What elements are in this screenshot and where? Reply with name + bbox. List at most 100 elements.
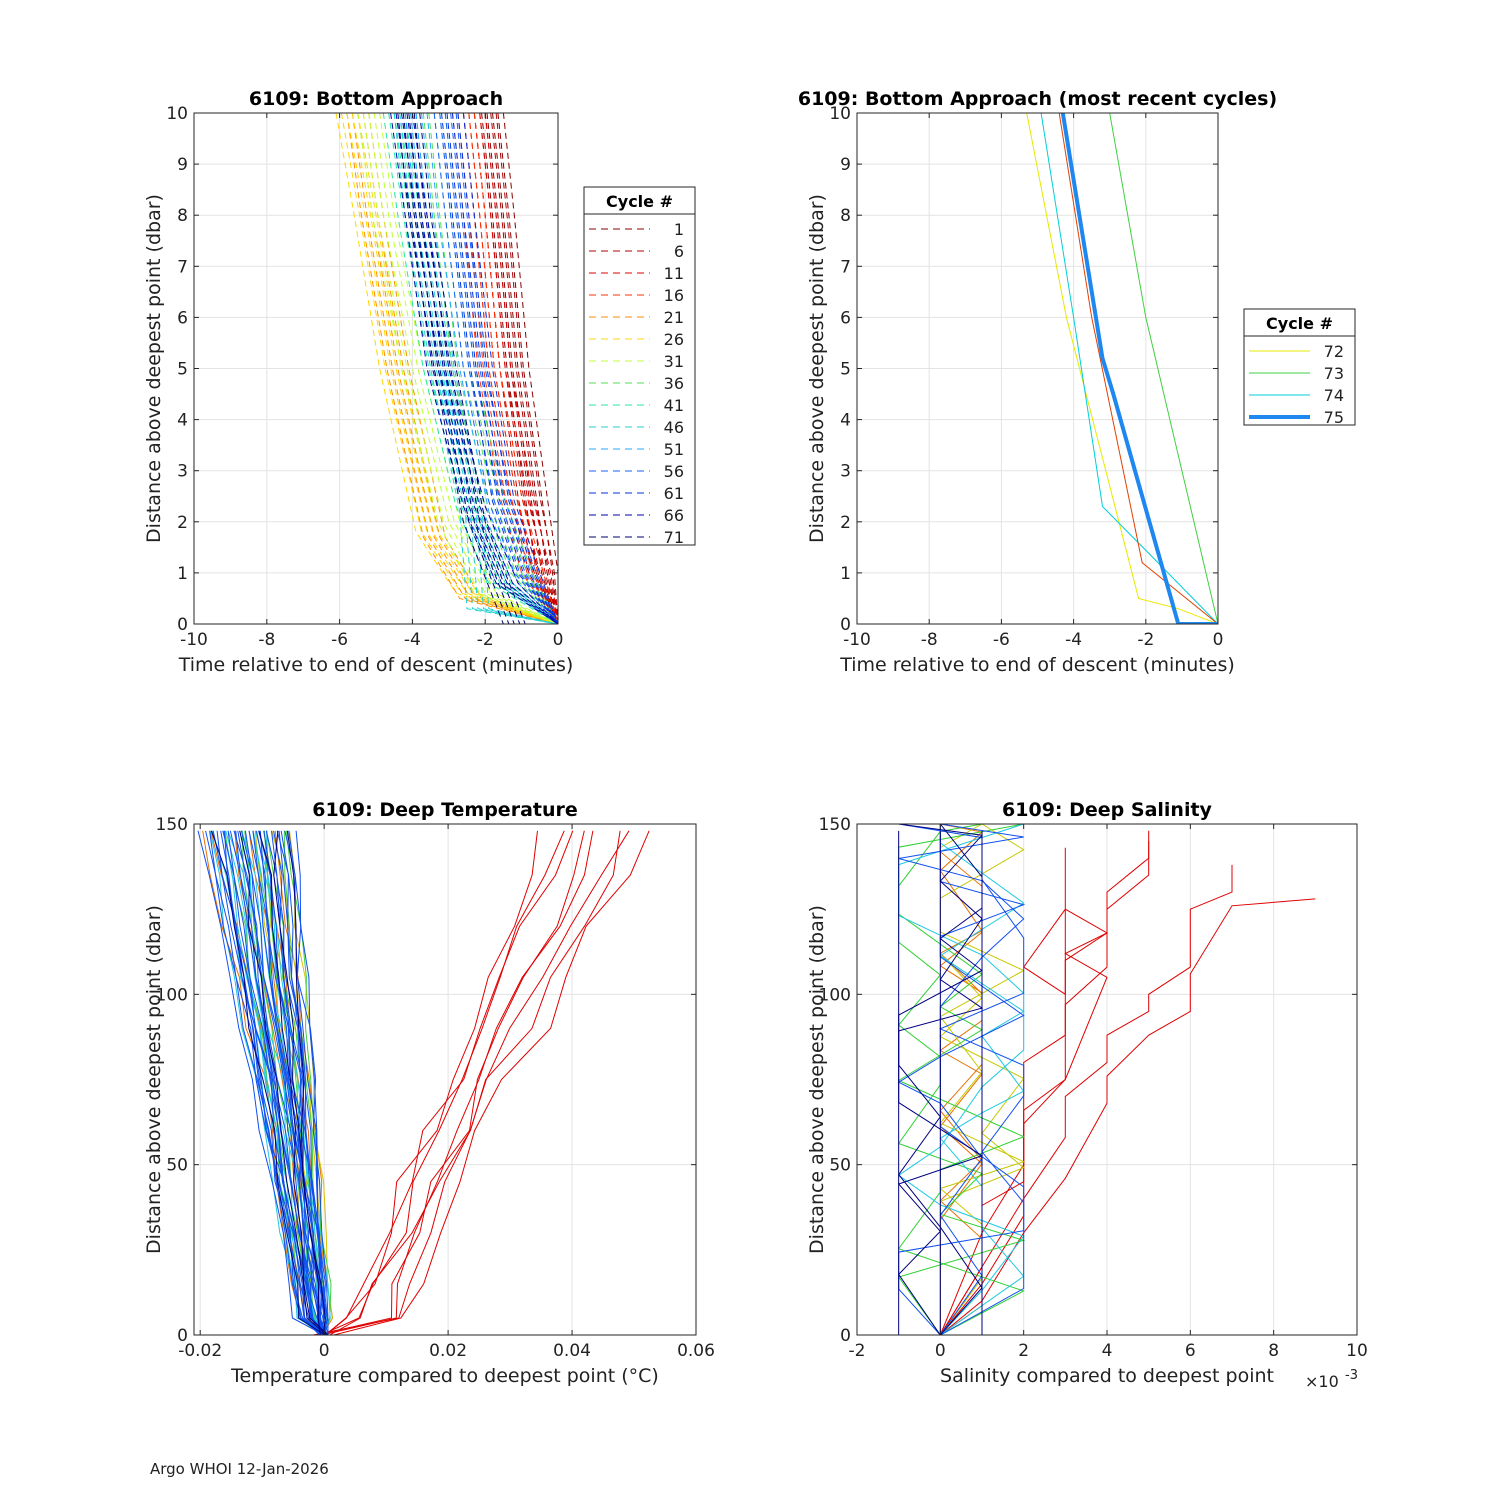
y-tick-label: 4 [177,411,188,431]
series-line-cycle-71 [419,113,558,624]
legend-label: 72 [1324,342,1344,361]
series-line-cycle-21 [357,113,558,624]
series-line-cycle-26 [335,113,558,624]
x-tick-label: 0.06 [677,1341,715,1361]
x-tick-label: -4 [1065,630,1082,650]
temperature-profile [233,830,325,1335]
legend-label: 51 [664,440,684,459]
y-tick-label: 100 [156,985,188,1005]
legend-label: 61 [664,484,684,503]
series-line-cycle-extra [1058,113,1218,624]
legend-title: Cycle # [606,192,673,211]
x-tick-label: 2 [1018,1341,1029,1361]
y-tick-label: 50 [829,1156,851,1176]
x-tick-label: -6 [993,630,1010,650]
series-line-cycle-74 [1040,113,1218,624]
footer-credit: Argo WHOI 12-Jan-2026 [150,1460,329,1478]
legend-label: 36 [664,374,684,393]
x-tick-label: -8 [921,630,938,650]
y-tick-label: 0 [840,1326,851,1346]
y-tick-label: 9 [840,155,851,175]
temperature-profile [316,830,585,1335]
x-tick-label: 4 [1102,1341,1113,1361]
legend-label: 6 [674,242,684,261]
series-line-cycle-56 [433,113,558,624]
temperature-profile [235,830,328,1335]
legend-label: 21 [664,308,684,327]
series-line-cycle-26 [340,113,558,624]
series-line-cycle-66 [401,113,558,624]
x-axis-label: Salinity compared to deepest point [940,1365,1274,1387]
y-axis-label: Distance above deepest point (dbar) [806,905,828,1254]
salinity-profile [939,864,1233,1335]
chart-title: 6109: Deep Salinity [1002,799,1213,821]
legend-label: 16 [664,286,684,305]
legend-label: 46 [664,418,684,437]
x-tick-label: -2 [1137,630,1154,650]
y-tick-label: 150 [156,815,188,835]
y-tick-label: 10 [829,104,851,124]
series-line-cycle-1 [492,113,558,624]
temperature-profile [325,830,574,1335]
series-line-cycle-46 [393,113,558,624]
series-line-cycle-11 [479,113,558,624]
series-line-cycle-31 [368,113,558,624]
y-tick-label: 3 [177,462,188,482]
series-line-cycle-71 [408,113,558,624]
series-line-cycle-51 [404,113,558,624]
temperature-profile [276,830,323,1335]
series-line-cycle-41 [404,113,558,624]
legend-title: Cycle # [1266,314,1333,333]
temperature-profile [286,830,321,1335]
series-line-cycle-73 [1109,113,1218,624]
y-tick-label: 5 [177,360,188,380]
y-axis-label: Distance above deepest point (dbar) [806,194,828,543]
series-line-cycle-6 [495,113,558,624]
temperature-profile [271,830,329,1335]
x-axis-label: Time relative to end of descent (minutes… [839,654,1235,676]
legend-label: 31 [664,352,684,371]
temperature-profile [220,830,325,1335]
y-tick-label: 1 [840,564,851,584]
legend-label: 74 [1324,386,1344,405]
series-line-cycle-16 [468,113,558,624]
legend: Cycle # 72 73 74 75 [1243,308,1356,427]
y-tick-label: 1 [177,564,188,584]
x-tick-label: -2 [477,630,494,650]
legend-label: 71 [664,528,684,547]
x-tick-label: -10 [180,630,208,650]
series-line-cycle-61 [457,113,558,624]
y-tick-label: 8 [177,206,188,226]
chart-title: 6109: Bottom Approach (most recent cycle… [798,88,1277,110]
x-tick-label: 8 [1268,1341,1279,1361]
series-line-cycle-61 [462,113,558,624]
exponent-label: ×10 [1305,1372,1339,1391]
series-line-cycle-1 [502,113,558,624]
legend-label: 56 [664,462,684,481]
y-tick-label: 5 [840,360,851,380]
x-tick-label: -8 [258,630,275,650]
temperature-profile [210,830,326,1335]
series-group [197,830,650,1335]
y-tick-label: 0 [840,615,851,635]
y-axis-label: Distance above deepest point (dbar) [143,194,165,543]
salinity-profile [939,847,1109,1335]
y-tick-label: 2 [840,513,851,533]
y-tick-label: 6 [840,308,851,328]
series-line-cycle-41 [399,113,558,624]
x-tick-label: 0 [1213,630,1224,650]
temperature-profile [321,830,594,1335]
y-tick-label: 0 [177,1326,188,1346]
temperature-profile [284,830,329,1335]
series-line-cycle-66 [406,113,558,624]
y-tick-label: 100 [819,985,851,1005]
x-tick-label: -6 [331,630,348,650]
temperature-profile [227,830,322,1335]
temperature-profile [333,830,650,1335]
series-group [335,113,558,624]
temperature-profile [256,830,328,1335]
legend-label: 75 [1324,408,1344,427]
x-axis-label: Time relative to end of descent (minutes… [178,654,574,676]
